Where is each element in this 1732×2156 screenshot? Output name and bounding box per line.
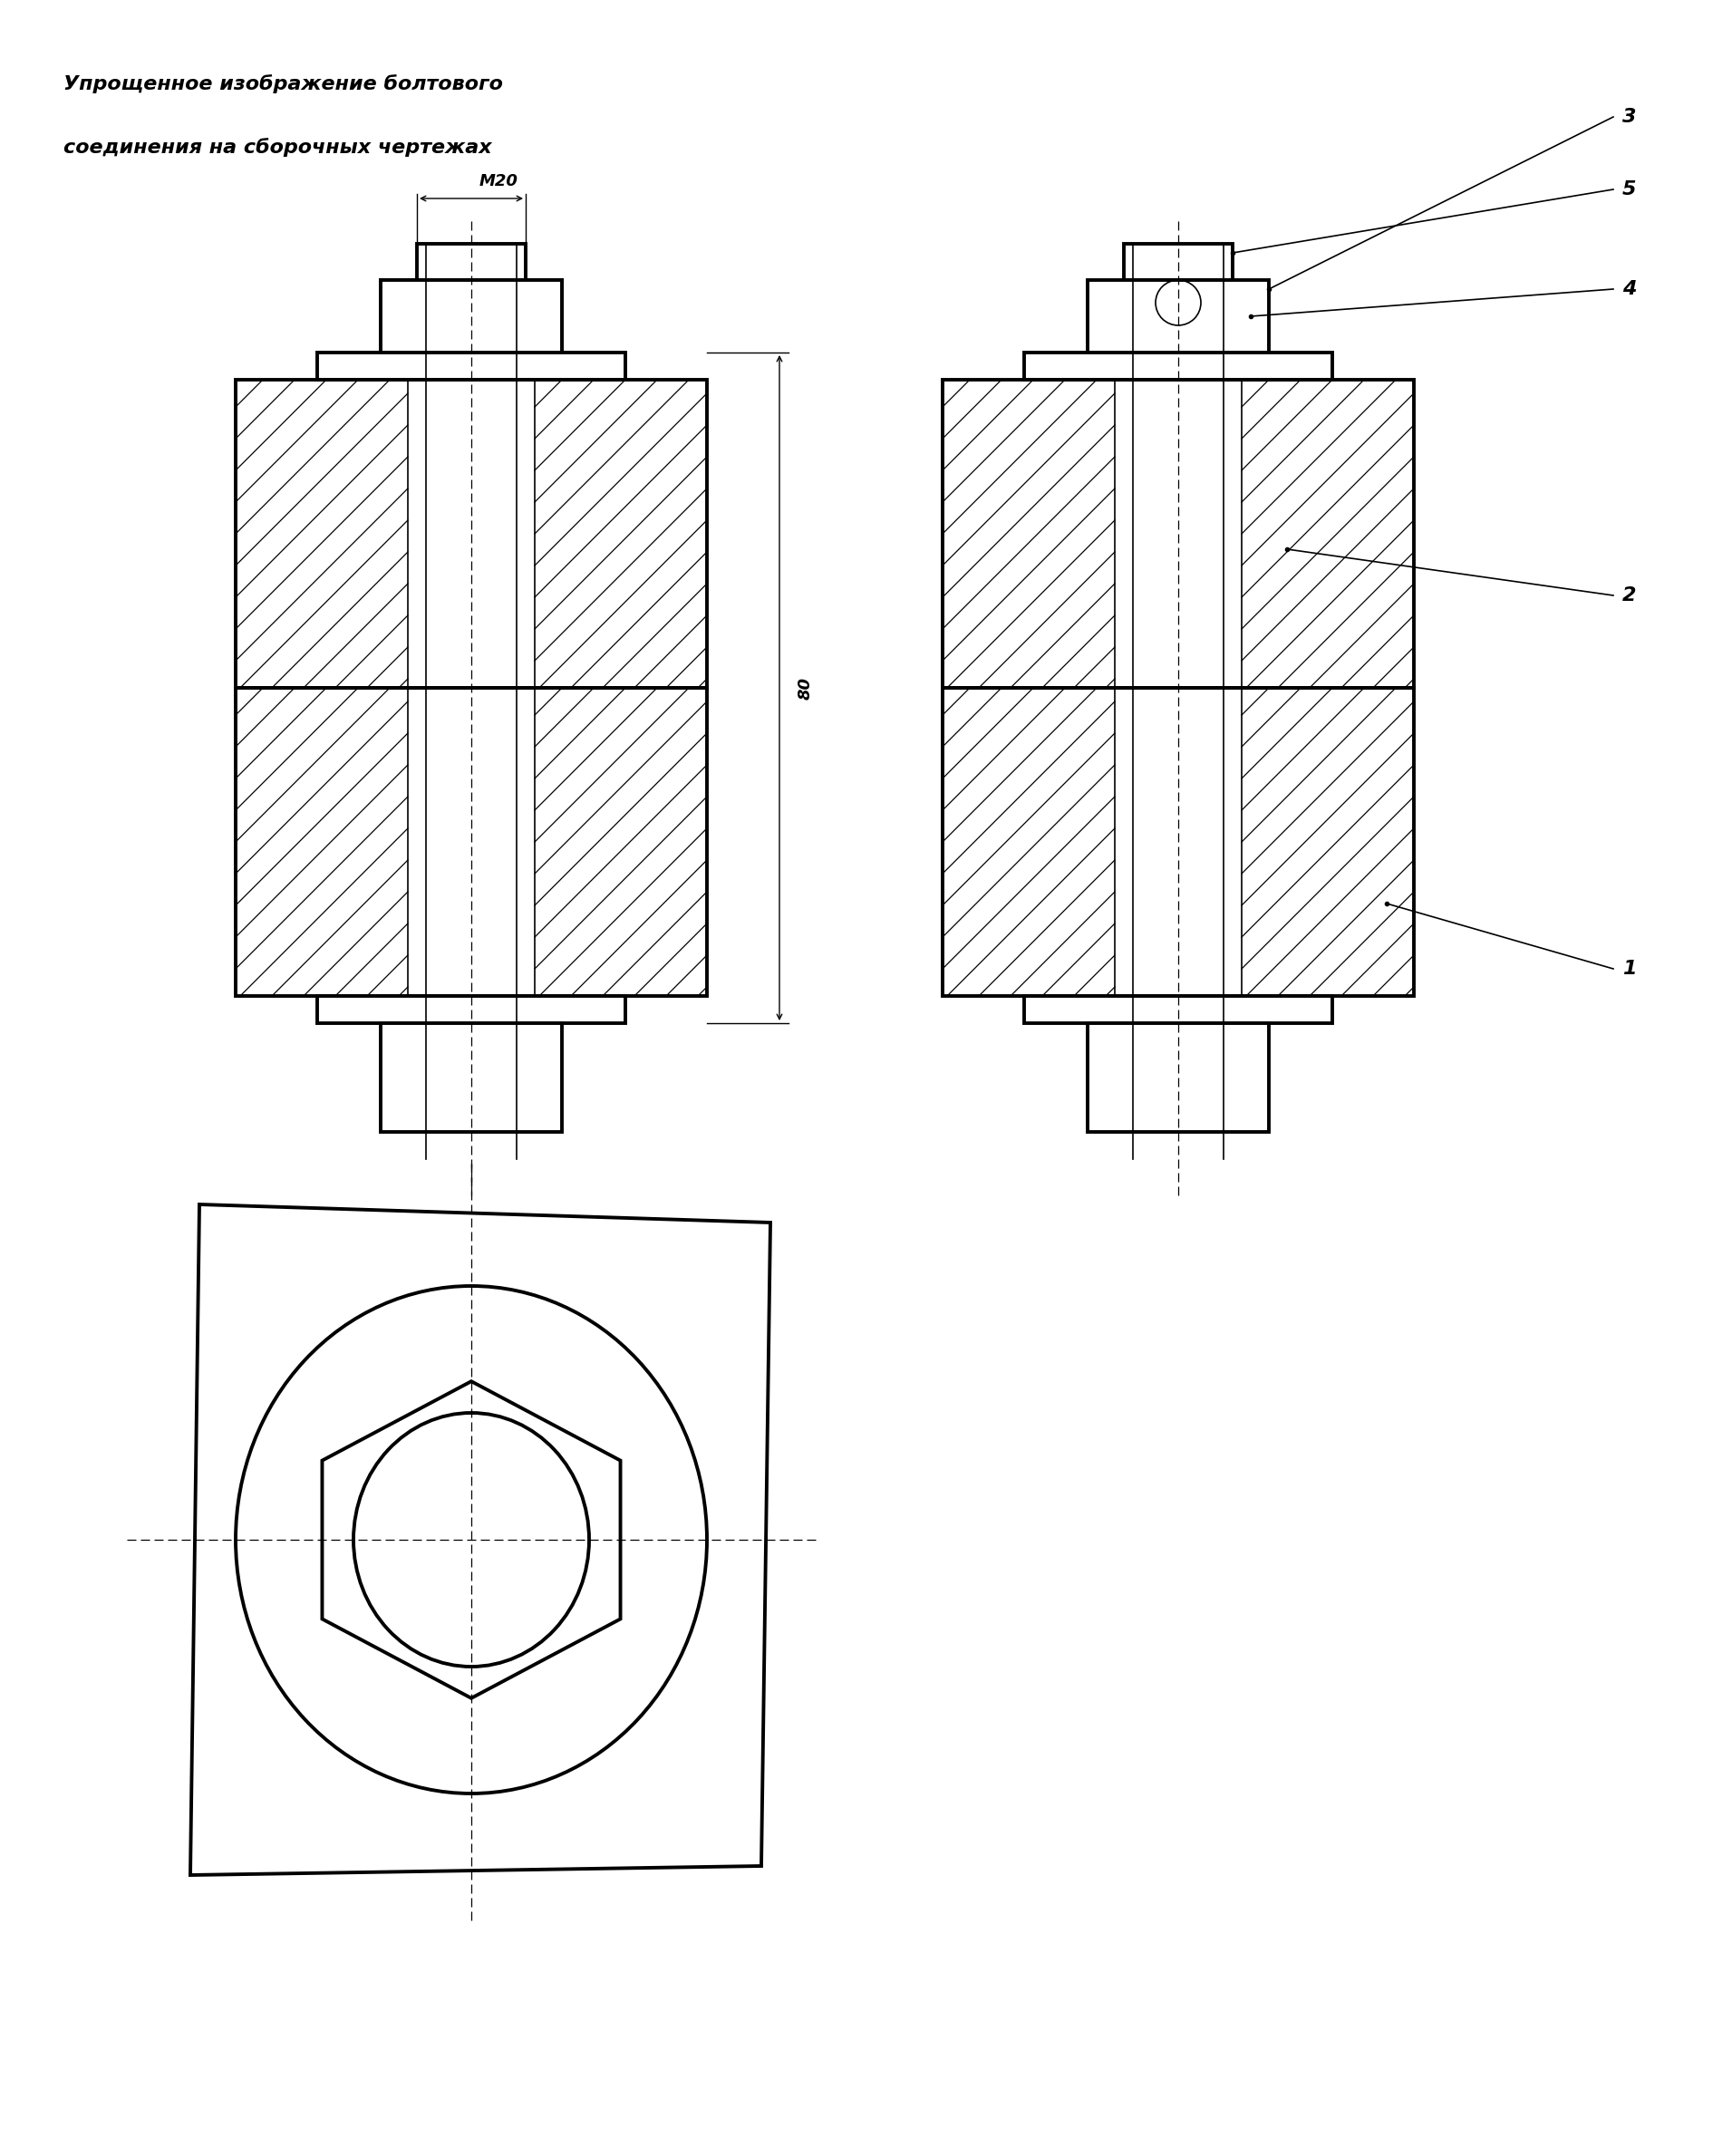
Text: 5: 5	[1623, 181, 1637, 198]
Polygon shape	[1024, 354, 1332, 379]
Text: 80: 80	[797, 677, 814, 699]
Polygon shape	[1088, 1024, 1270, 1132]
Polygon shape	[381, 280, 561, 354]
Polygon shape	[1088, 280, 1270, 354]
Text: соединения на сборочных чертежах: соединения на сборочных чертежах	[64, 138, 492, 157]
Text: 1: 1	[1623, 959, 1637, 979]
Text: Упрощенное изображение болтового: Упрощенное изображение болтового	[64, 73, 502, 93]
Polygon shape	[1124, 244, 1233, 280]
Polygon shape	[381, 280, 561, 354]
Text: 4: 4	[1623, 280, 1637, 298]
Text: М20: М20	[480, 172, 518, 190]
Polygon shape	[317, 354, 625, 379]
Text: 2: 2	[1623, 586, 1637, 604]
Polygon shape	[317, 996, 625, 1024]
Polygon shape	[417, 244, 527, 280]
Text: 3: 3	[1623, 108, 1637, 125]
Polygon shape	[1024, 996, 1332, 1024]
Polygon shape	[381, 1024, 561, 1132]
